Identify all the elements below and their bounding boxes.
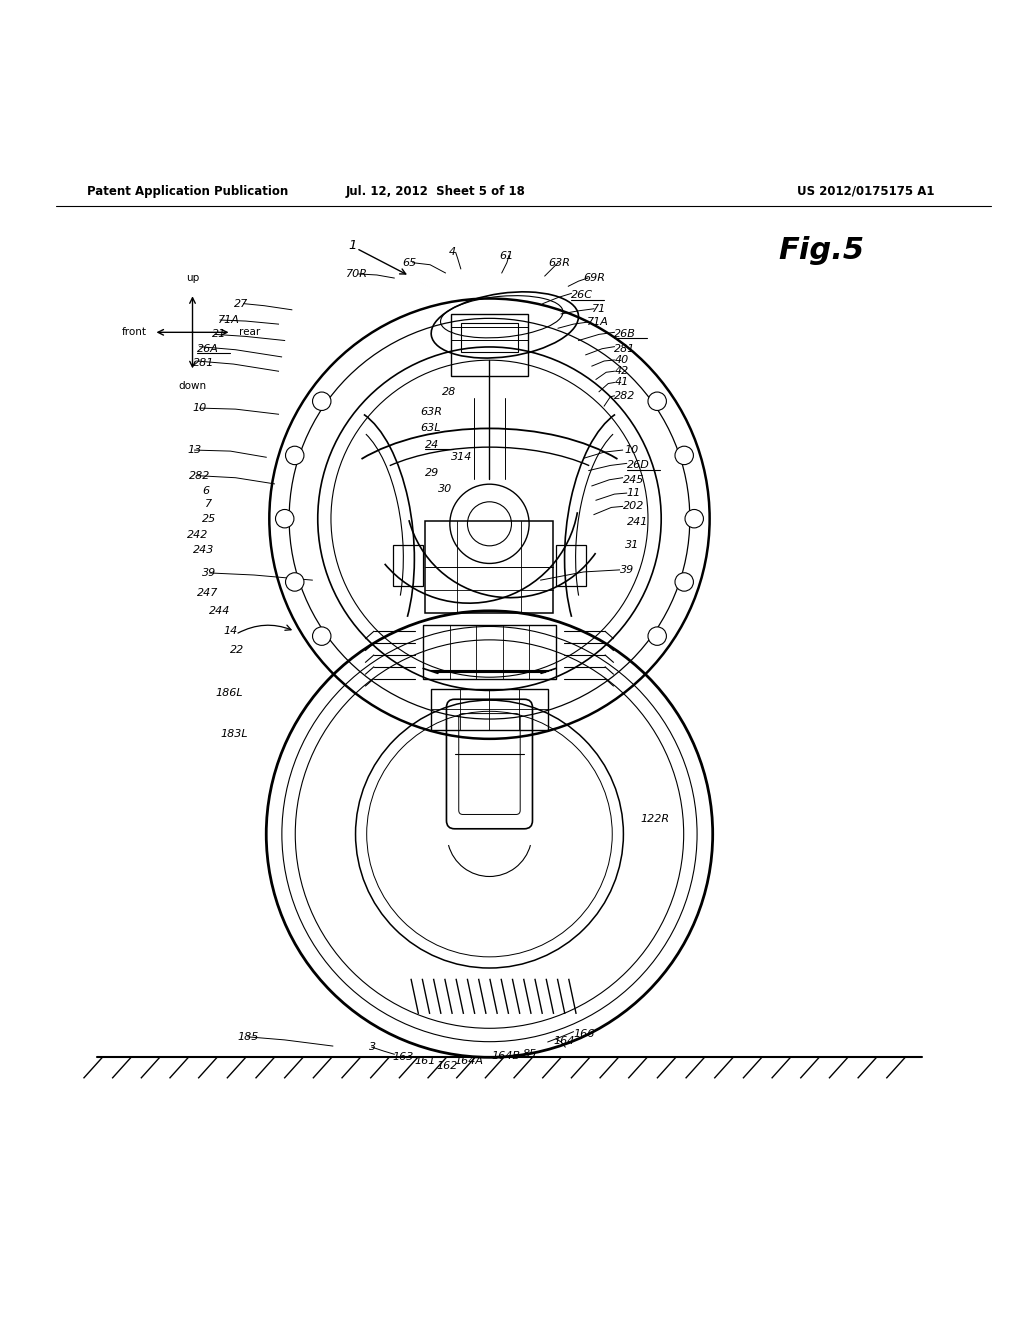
- Text: 85: 85: [522, 1049, 537, 1059]
- Text: 39: 39: [202, 568, 216, 578]
- Text: 186L: 186L: [215, 688, 243, 698]
- Bar: [426, 521, 553, 614]
- Bar: [555, 545, 586, 586]
- Text: 26A: 26A: [197, 343, 218, 354]
- Text: 281: 281: [193, 358, 214, 368]
- Text: 63R: 63R: [420, 407, 441, 417]
- Text: 6: 6: [203, 486, 210, 496]
- Circle shape: [648, 627, 667, 645]
- Bar: [461, 323, 518, 352]
- Circle shape: [685, 510, 703, 528]
- Text: front: front: [122, 327, 146, 338]
- Text: Patent Application Publication: Patent Application Publication: [87, 185, 289, 198]
- Text: 11: 11: [627, 488, 641, 498]
- Bar: [451, 314, 528, 375]
- Text: 61: 61: [500, 251, 514, 260]
- Text: 185: 185: [238, 1032, 259, 1041]
- Text: 164A: 164A: [455, 1056, 483, 1067]
- Text: 41: 41: [614, 378, 629, 388]
- Text: 314: 314: [451, 453, 472, 462]
- Text: 122R: 122R: [640, 813, 669, 824]
- Circle shape: [675, 573, 693, 591]
- Text: 10: 10: [193, 403, 207, 413]
- Text: 164: 164: [553, 1036, 574, 1045]
- Text: 3: 3: [369, 1041, 376, 1052]
- Text: 164B: 164B: [492, 1051, 520, 1061]
- Text: 40: 40: [614, 355, 629, 364]
- Text: 202: 202: [623, 502, 644, 511]
- Text: 183L: 183L: [220, 729, 248, 739]
- Text: 26D: 26D: [627, 461, 649, 470]
- Text: 282: 282: [614, 391, 636, 401]
- Text: 26C: 26C: [571, 290, 593, 301]
- Text: 241: 241: [627, 516, 648, 527]
- Text: 4: 4: [449, 247, 456, 257]
- Text: 166: 166: [573, 1028, 595, 1039]
- Text: 63L: 63L: [420, 422, 440, 433]
- Bar: [430, 689, 549, 730]
- Text: 27: 27: [233, 298, 248, 309]
- Text: 25: 25: [202, 513, 216, 524]
- Circle shape: [286, 446, 304, 465]
- Text: 7: 7: [205, 499, 212, 510]
- Text: 65: 65: [402, 257, 417, 268]
- Text: 31: 31: [625, 540, 639, 550]
- Circle shape: [648, 392, 667, 411]
- Text: 22: 22: [230, 644, 245, 655]
- Text: 70R: 70R: [346, 269, 368, 279]
- Text: 161: 161: [415, 1056, 436, 1067]
- Text: 71A: 71A: [587, 317, 608, 327]
- Text: Jul. 12, 2012  Sheet 5 of 18: Jul. 12, 2012 Sheet 5 of 18: [345, 185, 525, 198]
- Text: up: up: [186, 273, 199, 284]
- Text: 28: 28: [442, 387, 457, 397]
- Text: 244: 244: [209, 606, 230, 616]
- Circle shape: [286, 573, 304, 591]
- Text: 281: 281: [614, 343, 636, 354]
- Text: 14: 14: [223, 626, 238, 636]
- Text: 26B: 26B: [614, 330, 636, 339]
- Text: 42: 42: [614, 366, 629, 376]
- Text: 242: 242: [187, 531, 209, 540]
- Text: 282: 282: [189, 471, 211, 480]
- Text: 69R: 69R: [584, 273, 605, 282]
- Text: 63R: 63R: [548, 257, 569, 268]
- Text: Fig.5: Fig.5: [778, 236, 864, 265]
- Text: 247: 247: [197, 589, 218, 598]
- Text: 243: 243: [193, 545, 214, 556]
- Text: 29: 29: [425, 467, 439, 478]
- Circle shape: [312, 392, 331, 411]
- Circle shape: [275, 510, 294, 528]
- Text: 71A: 71A: [218, 315, 240, 325]
- Text: 162: 162: [436, 1060, 458, 1071]
- Text: down: down: [178, 381, 207, 392]
- Text: 24: 24: [425, 440, 439, 450]
- Circle shape: [312, 627, 331, 645]
- Bar: [423, 626, 556, 678]
- Circle shape: [675, 446, 693, 465]
- Text: 21: 21: [212, 330, 226, 339]
- Text: 245: 245: [623, 475, 644, 484]
- Text: 39: 39: [620, 565, 634, 576]
- Bar: [392, 545, 424, 586]
- Text: 13: 13: [187, 445, 202, 455]
- Text: 71: 71: [592, 304, 606, 314]
- Text: 1: 1: [348, 239, 356, 252]
- Text: 10: 10: [625, 445, 639, 455]
- Text: rear: rear: [239, 327, 260, 338]
- Text: 30: 30: [438, 484, 453, 494]
- Text: 163: 163: [392, 1052, 414, 1063]
- Text: US 2012/0175175 A1: US 2012/0175175 A1: [797, 185, 934, 198]
